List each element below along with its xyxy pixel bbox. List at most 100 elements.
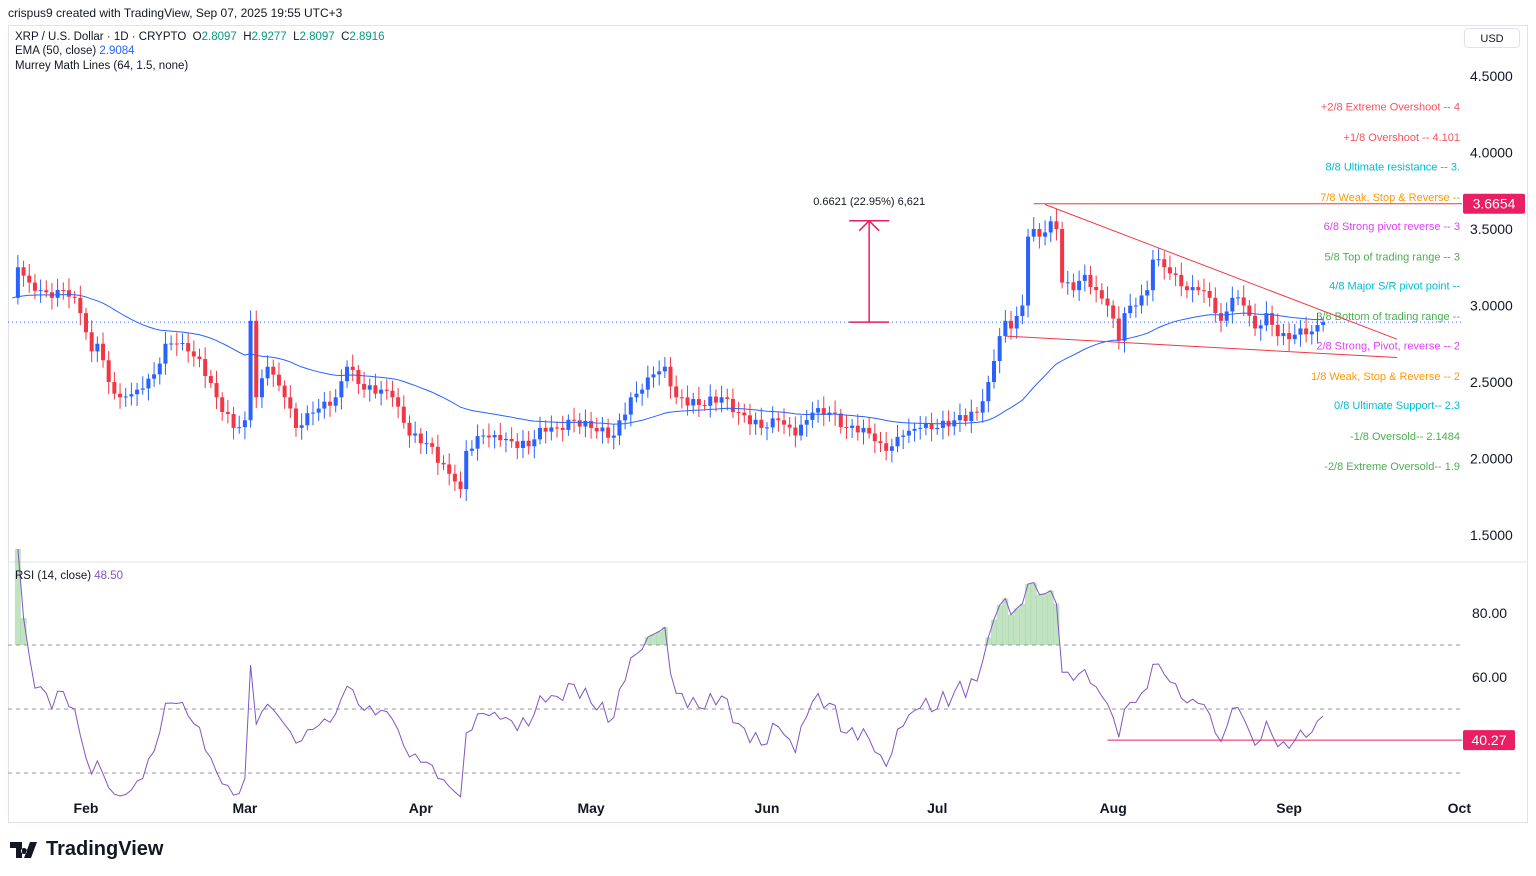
candle-body — [1099, 290, 1104, 299]
high-price-badge — [1463, 193, 1525, 214]
candle-body — [1236, 297, 1241, 299]
candle-body — [1213, 297, 1218, 314]
candle-body — [441, 462, 446, 465]
candle-body — [855, 425, 860, 433]
candle-body — [747, 415, 752, 425]
candle-body — [95, 343, 100, 352]
candle-body — [72, 296, 77, 298]
candle-body — [84, 313, 88, 333]
candle-body — [980, 401, 985, 413]
candle-body — [1003, 320, 1008, 337]
candle-body — [486, 435, 491, 438]
candle-body — [821, 408, 826, 415]
candle-body — [923, 423, 928, 428]
candle-body — [974, 411, 979, 413]
candle-body — [1122, 313, 1127, 341]
candle-body — [1281, 333, 1286, 337]
ema-legend[interactable]: EMA (50, close) 2.9084 — [15, 45, 135, 57]
time-axis-tick: Sep — [1276, 800, 1302, 816]
murrey-label: Murrey Math Lines (64, 1.5, none) — [15, 60, 189, 72]
candle-body — [1094, 286, 1099, 291]
candle-body — [793, 427, 798, 436]
candle-body — [566, 419, 571, 430]
candle-body — [1179, 274, 1184, 287]
candle-body — [214, 383, 219, 398]
candle-body — [1184, 286, 1189, 291]
candle-body — [379, 389, 384, 394]
candle-body — [1009, 320, 1014, 329]
rsi-support-badge — [1463, 730, 1515, 751]
murrey-line-label: 1/8 Weak, Stop & Reverse -- 2 — [1311, 371, 1460, 383]
time-axis-tick: Jun — [755, 800, 780, 816]
candle-body — [1270, 313, 1275, 325]
candle-body — [367, 385, 372, 390]
candle-body — [129, 394, 134, 397]
murrey-line-label: 6/8 Strong pivot reverse -- 3 — [1324, 221, 1460, 233]
candle-body — [413, 433, 418, 436]
candle-body — [1071, 282, 1076, 291]
arrow-head-icon — [858, 219, 880, 232]
candle-body — [1173, 273, 1178, 275]
candle-body — [520, 440, 525, 448]
currency-button[interactable]: USD — [1464, 28, 1520, 48]
candle-body — [1150, 259, 1155, 291]
candle-body — [66, 290, 71, 297]
candle-body — [708, 396, 713, 406]
candle-body — [623, 414, 628, 421]
murrey-legend[interactable]: Murrey Math Lines (64, 1.5, none) — [15, 60, 188, 72]
candle-body — [492, 435, 497, 438]
candle-body — [481, 435, 486, 437]
candle-body — [390, 390, 395, 398]
murrey-line-label: 5/8 Top of trading range -- 3 — [1324, 252, 1460, 264]
candle-body — [1139, 295, 1144, 306]
candle-body — [742, 412, 747, 416]
candle-body — [174, 343, 179, 345]
candle-body — [833, 412, 838, 414]
candle-body — [526, 440, 531, 447]
candle-body — [935, 427, 940, 430]
candle-body — [929, 423, 934, 430]
ema-label: EMA (50, close) — [15, 45, 97, 57]
candle-body — [15, 267, 20, 298]
chart-frame — [8, 25, 1528, 823]
candle-body — [259, 378, 264, 398]
candle-body — [464, 450, 469, 490]
candle-body — [617, 420, 622, 436]
candle-body — [469, 448, 474, 451]
low-value: 2.8097 — [299, 31, 335, 43]
candle-body — [776, 418, 781, 421]
symbol-title[interactable]: XRP / U.S. Dollar · 1D · CRYPTO — [15, 31, 187, 43]
candle-body — [713, 396, 718, 403]
candle-body — [435, 446, 440, 463]
candle-body — [1077, 280, 1082, 291]
candle-body — [657, 371, 662, 375]
candle-body — [1111, 305, 1116, 319]
candle-body — [362, 383, 367, 390]
time-axis-tick: May — [577, 800, 604, 816]
wedge-upper-trendline — [1044, 204, 1398, 340]
rsi-axis-tick: 80.00 — [1472, 605, 1507, 621]
price-axis-tick: 1.5000 — [1470, 527, 1513, 543]
tradingview-logo[interactable]: TradingView — [10, 838, 163, 861]
price-axis-tick: 2.0000 — [1470, 451, 1513, 467]
candle-body — [889, 446, 894, 451]
candle-body — [594, 427, 599, 432]
candle-body — [918, 427, 923, 429]
candle-body — [1048, 221, 1053, 233]
candle-body — [1031, 229, 1036, 237]
candle-body — [1224, 311, 1229, 321]
candle-body — [186, 343, 191, 352]
candle-body — [549, 427, 554, 432]
ema-value: 2.9084 — [99, 45, 135, 57]
candle-body — [509, 438, 514, 442]
candle-body — [225, 411, 230, 414]
time-axis-tick: Apr — [409, 800, 434, 816]
rsi-legend[interactable]: RSI (14, close) 48.50 — [15, 570, 123, 582]
candle-body — [1230, 297, 1235, 312]
low-label: L — [293, 31, 300, 43]
candle-body — [906, 430, 911, 436]
candle-body — [271, 366, 276, 375]
candle-body — [957, 415, 962, 421]
murrey-line-label: 8/8 Ultimate resistance -- 3. — [1326, 161, 1461, 173]
